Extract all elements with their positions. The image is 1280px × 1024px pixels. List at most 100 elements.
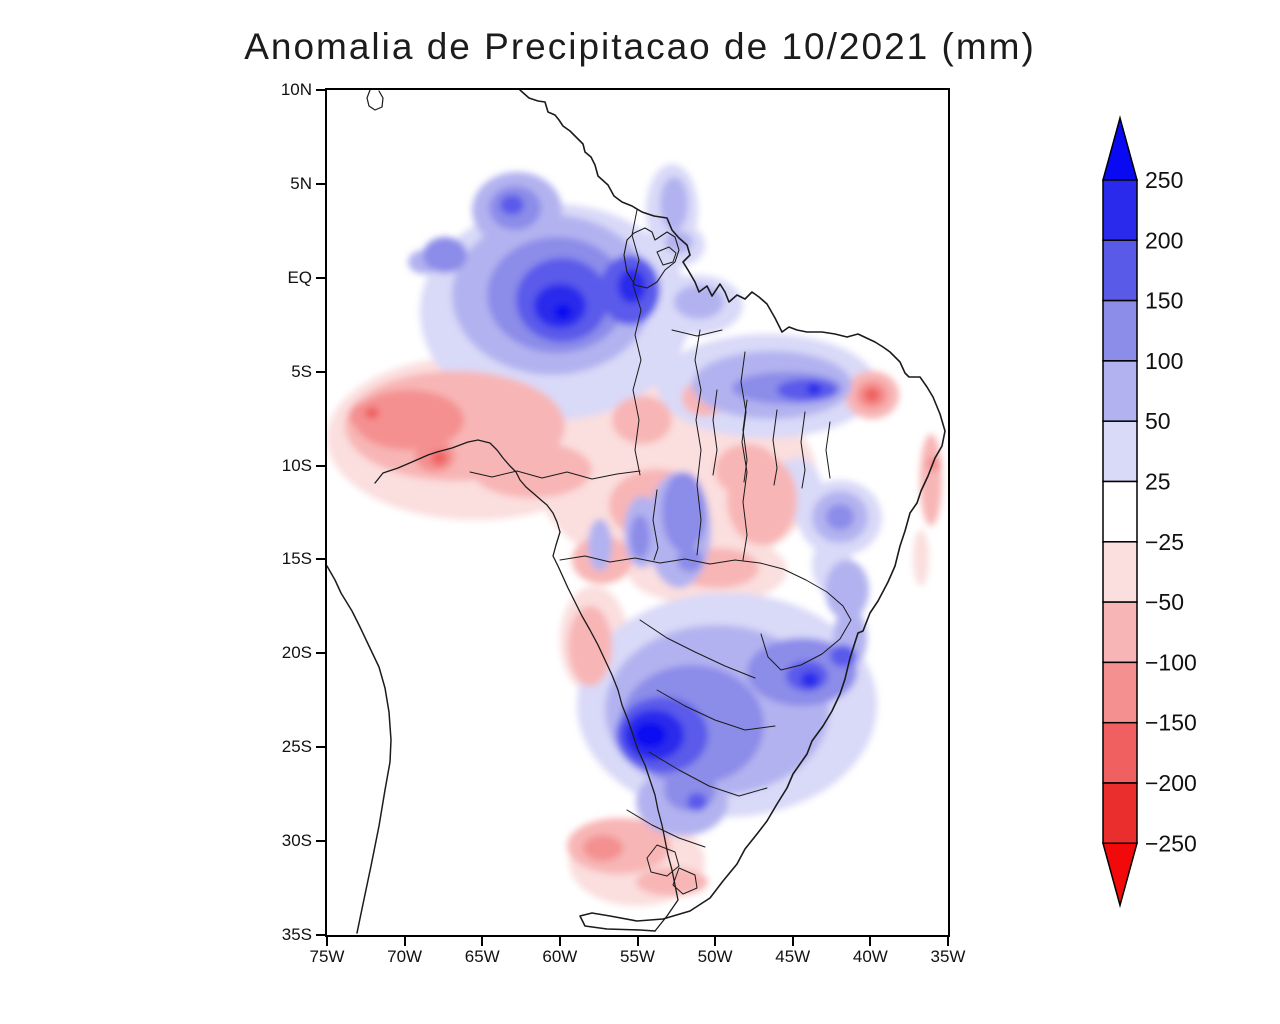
colorbar: 250 200 150 100 50 25 −25 −50 −100 −150 −200 −250	[1102, 115, 1197, 909]
lat-tick-mark	[316, 652, 325, 655]
colorbar-segment	[1102, 480, 1138, 543]
coastline-path	[519, 90, 946, 932]
lat-tick-mark	[316, 89, 325, 91]
colorbar-arrow-bottom	[1102, 842, 1138, 909]
anomaly-blob-p50	[825, 560, 869, 620]
colorbar-segment	[1102, 360, 1138, 422]
pacific-coast-path	[327, 565, 392, 934]
lat-tick-mark	[316, 182, 325, 185]
colorbar-segment	[1102, 601, 1138, 664]
marajo-island-outline	[623, 227, 680, 289]
map-outlines	[327, 90, 946, 934]
colorbar-segment	[1102, 661, 1138, 724]
lat-tick-mark	[316, 370, 325, 373]
colorbar-tick-label: 200	[1145, 227, 1183, 253]
colorbar-segments	[1102, 115, 1138, 909]
anomaly-blob-n25	[913, 530, 929, 586]
lat-tick-mark	[316, 746, 325, 749]
lat-tick-label: 25S	[281, 737, 312, 757]
anomaly-blob-p150	[687, 793, 707, 811]
anomaly-blob-p50	[665, 231, 693, 253]
lat-tick-label: EQ	[287, 267, 312, 287]
colorbar-tick-label: −25	[1145, 529, 1184, 555]
anomaly-blob-p250	[634, 722, 666, 748]
lat-tick-mark	[316, 934, 325, 936]
anomaly-blob-p250	[554, 304, 572, 320]
colorbar-labels: 250 200 150 100 50 25 −25 −50 −100 −150 −200 −250	[1145, 167, 1197, 856]
anomaly-blob-p150	[500, 195, 524, 215]
colorbar-tick-label: −100	[1145, 649, 1197, 675]
lat-tick-label: 20S	[281, 643, 312, 663]
anomaly-field-layer	[327, 164, 942, 906]
colorbar-segment	[1102, 721, 1138, 784]
colorbar-segment	[1102, 782, 1138, 845]
anomaly-blob-p200	[807, 383, 821, 395]
lon-tick-mark	[403, 937, 406, 946]
colorbar-segment	[1102, 541, 1138, 603]
anomaly-blob-p100	[423, 237, 467, 273]
anomaly-blob-n100	[583, 835, 623, 861]
lat-tick-mark	[316, 558, 325, 561]
anomaly-blob-p200	[801, 672, 819, 688]
colorbar-tick-label: 25	[1145, 469, 1171, 495]
lon-tick-label: 50W	[697, 947, 733, 966]
colorbar-tick-label: −200	[1145, 770, 1197, 796]
lat-tick-label: 15S	[281, 549, 312, 569]
colorbar-segment	[1102, 179, 1138, 242]
anomaly-blob-p200	[618, 269, 646, 303]
anomaly-blob-n100	[354, 390, 464, 450]
lon-tick-mark	[636, 937, 639, 946]
lon-tick-mark	[326, 937, 328, 946]
anomaly-blob-p100	[662, 472, 706, 552]
lat-tick-label: 5S	[291, 361, 312, 381]
brazil-southwest-border	[374, 439, 679, 932]
colorbar-segment	[1102, 420, 1138, 483]
colorbar-tick-label: −250	[1145, 830, 1197, 856]
lon-tick-label: 40W	[852, 947, 888, 966]
colorbar-tick-label: 50	[1145, 408, 1171, 434]
colorbar-tick-label: −150	[1145, 710, 1197, 736]
lat-tick-mark	[316, 276, 325, 279]
colorbar-tick-label: 250	[1145, 167, 1183, 193]
lon-tick-label: 60W	[542, 947, 578, 966]
lon-tick-mark	[481, 937, 484, 946]
anomaly-blob-n50	[636, 868, 708, 896]
lon-tick-mark	[558, 937, 561, 946]
anomaly-blob-p100	[630, 515, 650, 559]
anomaly-blob-p150	[830, 645, 856, 667]
anomaly-blob-p100	[826, 504, 854, 530]
state-borders	[469, 209, 852, 895]
colorbar-arrow-top	[1102, 115, 1138, 181]
lon-tick-mark	[869, 937, 872, 946]
anomaly-blob-p50	[660, 177, 688, 231]
lat-tick-label: 10N	[280, 80, 312, 99]
lon-tick-mark	[791, 937, 794, 946]
lat-tick-label: 30S	[281, 831, 312, 851]
lon-tick-label: 35W	[930, 947, 966, 966]
anomaly-blob-p150	[777, 379, 837, 401]
lon-tick-mark	[947, 937, 949, 946]
brazil-anomaly-map	[327, 90, 946, 934]
lon-tick-label: 75W	[309, 947, 345, 966]
plot-title: Anomalia de Precipitacao de 10/2021 (mm)	[244, 26, 1036, 67]
anomaly-blob-n50	[472, 442, 592, 498]
colorbar-tick-label: 150	[1145, 288, 1183, 314]
colorbar-segment	[1102, 239, 1138, 302]
anomaly-blob-n150	[864, 388, 880, 402]
anomaly-blob-n50	[727, 455, 797, 545]
lat-tick-mark	[316, 464, 325, 467]
lat-tick-label: 35S	[281, 925, 312, 944]
anomaly-blob-n50	[568, 606, 612, 686]
lon-tick-label: 45W	[775, 947, 811, 966]
lat-tick-label: 5N	[290, 173, 312, 193]
colorbar-segment	[1102, 299, 1138, 362]
anomaly-blob-n50	[920, 434, 942, 526]
colorbar-tick-label: −50	[1145, 589, 1184, 615]
lon-tick-label: 55W	[620, 947, 655, 966]
anomaly-blob-n50	[612, 396, 672, 444]
lon-tick-label: 70W	[387, 947, 423, 966]
lon-tick-mark	[714, 937, 717, 946]
colorbar-tick-label: 100	[1145, 348, 1183, 374]
anomaly-blob-p50	[588, 519, 612, 571]
